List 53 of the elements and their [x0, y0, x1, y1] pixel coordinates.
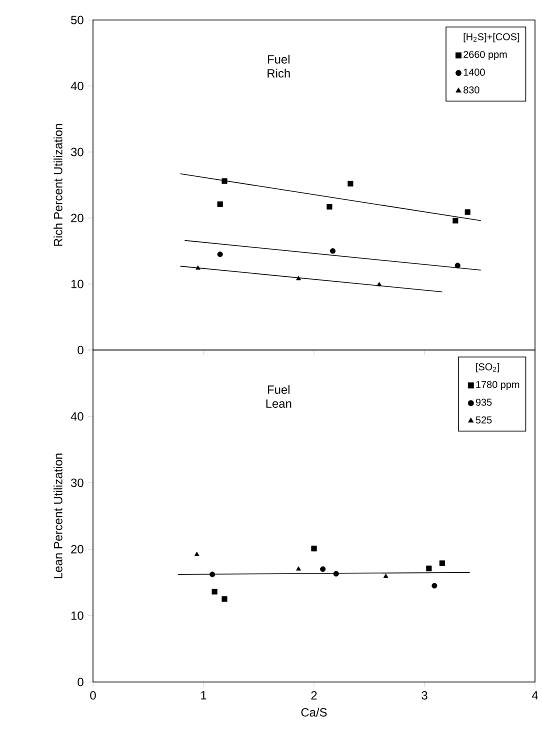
x-tick-label: 4 [532, 691, 538, 700]
legend-label: 935 [476, 398, 492, 406]
point [212, 588, 218, 594]
y-tick-label: 20 [70, 544, 84, 554]
y-tick-label: 30 [70, 148, 84, 156]
legend-label: 830 [463, 86, 480, 94]
point [217, 201, 223, 207]
point [432, 582, 438, 589]
x-tick-label: 0 [90, 691, 96, 700]
point [209, 572, 215, 578]
point [222, 178, 228, 184]
y-axis-title: Rich Percent Utilization [53, 124, 62, 246]
point [383, 574, 388, 578]
y-tick-label: 40 [70, 82, 84, 90]
point [464, 209, 470, 215]
point [330, 248, 336, 254]
point [296, 566, 301, 571]
y-tick-label: 10 [71, 280, 84, 288]
legend-title: [SO$_{2}$] [476, 363, 499, 372]
legend-label: 2660 ppm [463, 50, 507, 60]
x-tick-label: 1 [200, 691, 206, 700]
point [376, 282, 382, 286]
point [222, 596, 228, 602]
point [348, 180, 354, 186]
point [195, 265, 200, 270]
legend-title: [H$_{2}$S]+[COS] [464, 32, 519, 42]
point [217, 252, 223, 258]
point [333, 570, 339, 577]
y-tick-label: 30 [70, 478, 84, 488]
annotation: Fuel Lean [266, 385, 292, 408]
x-axis-title: Ca/S [301, 708, 327, 717]
annotation: Fuel Rich [268, 54, 290, 78]
point [426, 566, 432, 572]
point [439, 560, 445, 566]
point [194, 552, 200, 556]
y-tick-label: 50 [70, 16, 84, 24]
point [326, 204, 332, 210]
y-tick-label: 20 [70, 214, 84, 222]
point [320, 566, 326, 572]
legend-label: 525 [476, 416, 492, 424]
point [454, 262, 460, 268]
y-axis-title: Lean Percent Utilization [53, 454, 62, 578]
y-tick-label: 0 [78, 346, 84, 354]
point [311, 546, 317, 552]
y-tick-label: 40 [70, 412, 84, 421]
point [452, 218, 458, 224]
y-tick-label: 10 [71, 611, 84, 620]
y-tick-label: 0 [78, 678, 84, 686]
point [296, 276, 301, 280]
legend-label: 1400 [464, 68, 485, 76]
x-tick-label: 3 [421, 691, 428, 700]
x-tick-label: 2 [311, 691, 317, 700]
legend-label: 1780 ppm [476, 380, 519, 390]
